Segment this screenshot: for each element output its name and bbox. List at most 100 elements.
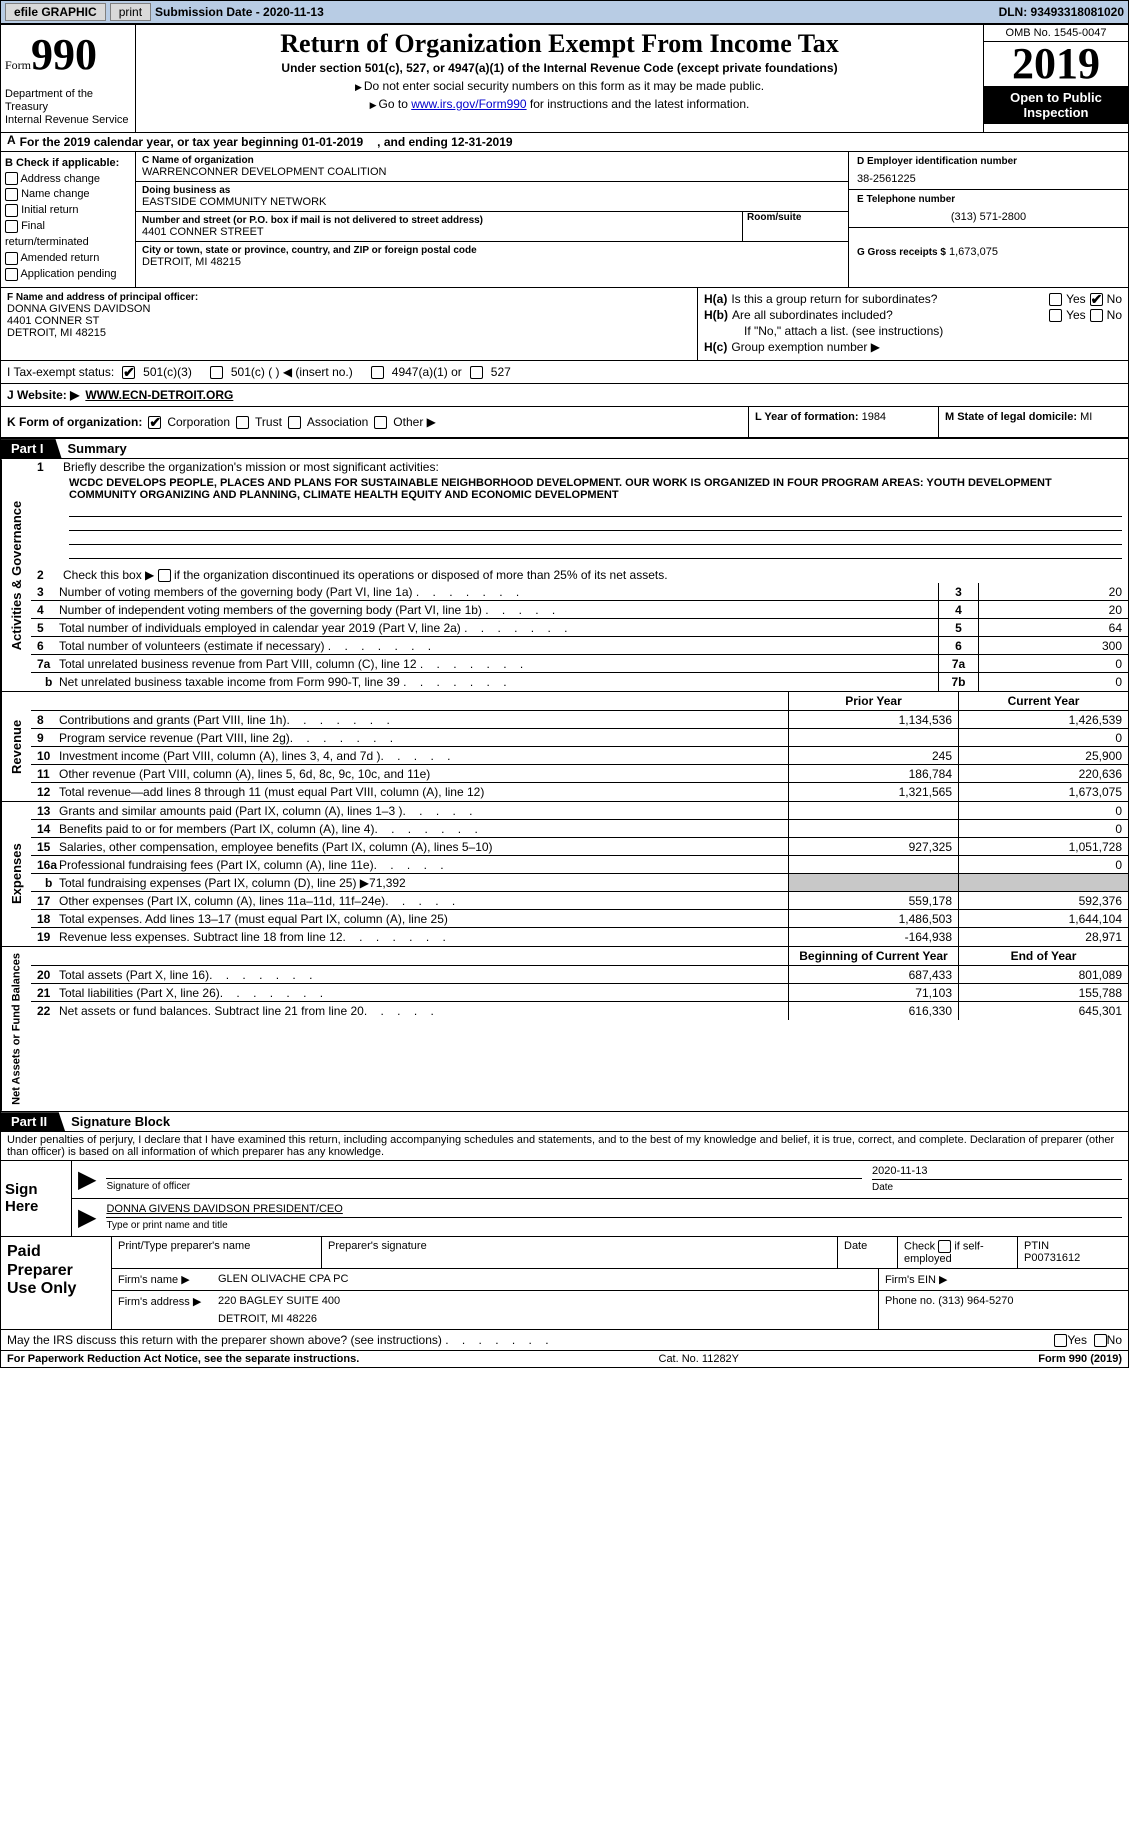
discontinued-checkbox[interactable] xyxy=(158,569,171,582)
line7b-text: Net unrelated business taxable income fr… xyxy=(59,675,938,689)
gross-label: G Gross receipts $ xyxy=(857,247,946,258)
sign-here-label: Sign Here xyxy=(1,1161,71,1236)
discuss-yes[interactable] xyxy=(1054,1334,1067,1347)
revenue-label: Revenue xyxy=(1,692,31,801)
line6-text: Total number of volunteers (estimate if … xyxy=(59,639,938,653)
dba-name: EASTSIDE COMMUNITY NETWORK xyxy=(142,196,842,208)
dln: DLN: 93493318081020 xyxy=(999,5,1124,19)
group-return-yes[interactable] xyxy=(1049,293,1062,306)
line3-value: 20 xyxy=(978,583,1128,600)
preparer-name-header: Print/Type preparer's name xyxy=(112,1237,322,1268)
line7a-text: Total unrelated business revenue from Pa… xyxy=(59,657,938,671)
line4-text: Number of independent voting members of … xyxy=(59,603,938,617)
part2-header: Part II Signature Block xyxy=(1,1111,1128,1132)
firm-addr2: DETROIT, MI 48226 xyxy=(218,1313,872,1325)
form-number: 990 xyxy=(31,30,97,79)
net-assets-label: Net Assets or Fund Balances xyxy=(1,947,31,1111)
association-checkbox[interactable] xyxy=(288,416,301,429)
subs-yes[interactable] xyxy=(1049,309,1062,322)
corporation-checkbox[interactable] xyxy=(148,416,161,429)
paperwork-notice: For Paperwork Reduction Act Notice, see … xyxy=(7,1353,359,1365)
line7a-value: 0 xyxy=(978,655,1128,672)
col-f: F Name and address of principal officer:… xyxy=(1,288,698,360)
address-change-checkbox[interactable] xyxy=(5,172,18,185)
website-row: J Website: ▶ WWW.ECN-DETROIT.ORG xyxy=(1,384,1128,407)
group-return-no[interactable] xyxy=(1090,293,1103,306)
initial-return-checkbox[interactable] xyxy=(5,204,18,217)
sign-date: 2020-11-13 xyxy=(872,1165,1122,1180)
inspection-notice: Open to Public Inspection xyxy=(984,86,1128,124)
type-name-label: Type or print name and title xyxy=(106,1220,1122,1231)
col-d: D Employer identification number 38-2561… xyxy=(848,152,1128,288)
officer-city: DETROIT, MI 48215 xyxy=(7,327,691,339)
phone-value: (313) 964-5270 xyxy=(938,1295,1013,1307)
end-year-header: End of Year xyxy=(958,947,1128,966)
col-b: B Check if applicable: Address change Na… xyxy=(1,152,136,288)
city-label: City or town, state or province, country… xyxy=(142,245,842,256)
amended-return-checkbox[interactable] xyxy=(5,252,18,265)
form-footer: Form 990 (2019) xyxy=(1038,1353,1122,1365)
officer-street: 4401 CONNER ST xyxy=(7,315,691,327)
self-employed-checkbox[interactable] xyxy=(938,1240,951,1253)
4947-checkbox[interactable] xyxy=(371,366,384,379)
form-org-row: K Form of organization: Corporation Trus… xyxy=(1,407,748,437)
ein-value: 38-2561225 xyxy=(857,173,1120,185)
topbar: efile GRAPHIC print Submission Date - 20… xyxy=(0,0,1129,24)
ein-label: D Employer identification number xyxy=(857,156,1120,167)
form-title: Return of Organization Exempt From Incom… xyxy=(144,29,975,59)
state-domicile: M State of legal domicile: MI xyxy=(938,407,1128,437)
preparer-date-header: Date xyxy=(838,1237,898,1268)
ssn-notice: Do not enter social security numbers on … xyxy=(144,79,975,93)
preparer-sig-header: Preparer's signature xyxy=(322,1237,838,1268)
part1-tab: Part I xyxy=(1,439,62,458)
other-checkbox[interactable] xyxy=(374,416,387,429)
year-formation: L Year of formation: 1984 xyxy=(748,407,938,437)
part1-header: Part I Summary xyxy=(1,439,1128,459)
final-return-checkbox[interactable] xyxy=(5,220,18,233)
street-address: 4401 CONNER STREET xyxy=(142,226,738,238)
perjury-text: Under penalties of perjury, I declare th… xyxy=(1,1132,1128,1160)
trust-checkbox[interactable] xyxy=(236,416,249,429)
501c3-checkbox[interactable] xyxy=(122,366,135,379)
tel-label: E Telephone number xyxy=(857,194,1120,205)
form-page: Form990 Department of the Treasury Inter… xyxy=(0,24,1129,1368)
dba-label: Doing business as xyxy=(142,185,842,196)
officer-signature-name: DONNA GIVENS DAVIDSON PRESIDENT/CEO xyxy=(106,1203,1122,1218)
org-name-label: C Name of organization xyxy=(142,155,842,166)
city-state-zip: DETROIT, MI 48215 xyxy=(142,256,842,268)
527-checkbox[interactable] xyxy=(470,366,483,379)
self-employed-cell: Check if self-employed xyxy=(898,1237,1018,1268)
firm-addr1: 220 BAGLEY SUITE 400 xyxy=(218,1295,872,1307)
officer-name: DONNA GIVENS DAVIDSON xyxy=(7,303,691,315)
mission-text: WCDC DEVELOPS PEOPLE, PLACES AND PLANS F… xyxy=(31,475,1128,503)
firm-addr-label: Firm's address ▶ xyxy=(112,1291,212,1312)
line5-value: 64 xyxy=(978,619,1128,636)
efile-button[interactable]: efile GRAPHIC xyxy=(5,3,106,21)
prior-year-header: Prior Year xyxy=(788,692,958,711)
tax-exempt-row: I Tax-exempt status: 501(c)(3) 501(c) ( … xyxy=(1,361,1128,384)
discuss-no[interactable] xyxy=(1094,1334,1107,1347)
instructions-link[interactable]: www.irs.gov/Form990 xyxy=(411,97,526,111)
header-mid: Return of Organization Exempt From Incom… xyxy=(136,25,983,132)
line3-text: Number of voting members of the governin… xyxy=(59,585,938,599)
gross-value: 1,673,075 xyxy=(949,246,998,258)
line2-text: Check this box ▶ if the organization dis… xyxy=(63,568,1124,582)
submission-date: Submission Date - 2020-11-13 xyxy=(155,5,324,19)
website-link[interactable]: WWW.ECN-DETROIT.ORG xyxy=(85,388,233,402)
subs-no[interactable] xyxy=(1090,309,1103,322)
check-applicable-label: B Check if applicable: xyxy=(5,156,131,172)
print-button[interactable]: print xyxy=(110,3,151,21)
line5-text: Total number of individuals employed in … xyxy=(59,621,938,635)
phone-label: Phone no. xyxy=(885,1295,935,1307)
app-pending-checkbox[interactable] xyxy=(5,268,18,281)
name-change-checkbox[interactable] xyxy=(5,188,18,201)
501c-checkbox[interactable] xyxy=(210,366,223,379)
goto-line: Go to www.irs.gov/Form990 for instructio… xyxy=(144,97,975,111)
paid-preparer-label: Paid Preparer Use Only xyxy=(1,1237,111,1329)
part2-title: Signature Block xyxy=(65,1112,176,1131)
officer-label: F Name and address of principal officer: xyxy=(7,292,691,303)
firm-name: GLEN OLIVACHE CPA PC xyxy=(212,1269,878,1290)
room-label: Room/suite xyxy=(747,212,842,223)
signature-label: Signature of officer xyxy=(106,1181,862,1192)
org-name: WARRENCONNER DEVELOPMENT COALITION xyxy=(142,166,842,178)
